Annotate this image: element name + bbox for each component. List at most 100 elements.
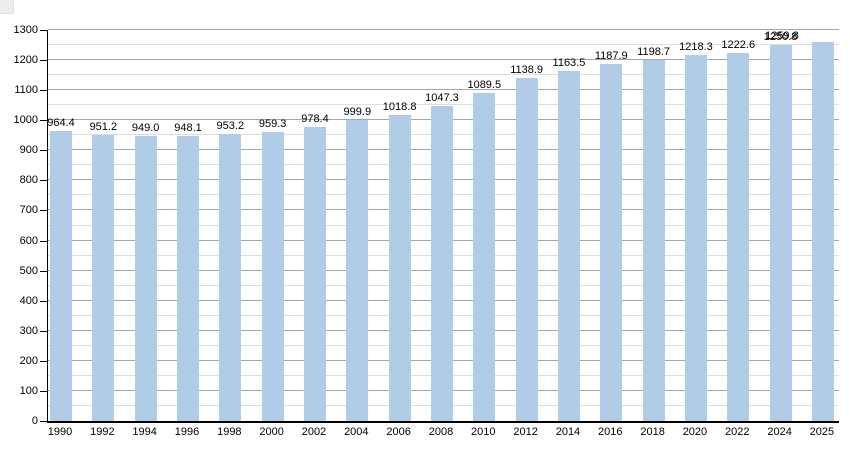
bar-value-label: 1187.9 [594, 49, 628, 62]
bar-2025: 1259.8 [765, 30, 834, 421]
x-tick-cell: 2020 [682, 426, 708, 442]
y-axis-tick-labels: 0 100 200 300 400 500 600 700 800 900 1000 1100 1200… [0, 0, 41, 450]
x-tick-cell: 2018 [640, 426, 665, 442]
screen-corner-artifact [0, 0, 14, 14]
minor-gridline [48, 104, 839, 106]
bar-2012: 1138.9 [510, 64, 543, 421]
y-tick-label: 1000 [13, 114, 38, 127]
x-tick-cell: 1994 [132, 426, 157, 442]
bar-1990: 964.4 [47, 117, 75, 421]
x-tick-label: 2014 [555, 426, 581, 438]
y-tick-label: 200 [19, 354, 38, 367]
bar-2002: 978.4 [301, 113, 329, 421]
bar-value-label: 959.3 [258, 118, 287, 131]
bar-1998: 953.2 [217, 120, 244, 421]
y-tick-label: 400 [19, 294, 38, 307]
x-tick-label: 2024 [767, 426, 792, 438]
bars-layer: 964.4 951.2 949.0 948.1 953.2 959.3 978.4 999.9… [47, 30, 839, 421]
x-tick-label: 2020 [682, 426, 708, 438]
bar-2024: 1250.8 [764, 31, 797, 421]
y-tick-label: 100 [19, 384, 38, 397]
bar-value-label: 1218.3 [679, 40, 713, 53]
x-tick-cell: 2008 [428, 426, 454, 442]
y-tick-mark [40, 240, 47, 242]
x-tick-label: 2004 [344, 426, 369, 438]
x-tick-label: 2008 [428, 426, 454, 438]
y-tick-mark [40, 120, 47, 122]
x-tick-cell: 1996 [175, 426, 199, 442]
bar-value-label: 964.4 [47, 116, 75, 129]
major-gridline [48, 59, 839, 61]
y-tick-label: 300 [19, 324, 38, 337]
x-tick-cell: 2010 [471, 426, 496, 442]
x-tick-cell: 2014 [555, 426, 581, 442]
x-tick-cell: 2022 [725, 426, 750, 442]
x-tick-label: 2016 [598, 426, 623, 438]
y-tick-label: 700 [19, 204, 38, 217]
y-tick-mark [40, 30, 47, 31]
major-gridline [48, 29, 839, 30]
y-tick-label: 1200 [13, 54, 38, 67]
bar-2022: 1222.6 [721, 39, 755, 421]
x-tick-label: 1990 [47, 426, 73, 438]
x-tick-cell: 1990 [47, 426, 73, 442]
x-tick-label: 2025 [809, 426, 835, 438]
bar-2008: 1047.3 [425, 92, 459, 421]
x-tick-cell: 1998 [217, 426, 242, 442]
x-axis-tick-labels: 1990 1992 1994 1996 1998 2000 2002 2004 2006 2008… [47, 426, 838, 442]
bar-2018: 1198.7 [637, 46, 670, 421]
bar-2020: 1218.3 [679, 41, 713, 421]
y-tick-label: 900 [19, 144, 38, 157]
x-tick-cell: 2025 [809, 426, 835, 442]
bar-2016: 1187.9 [595, 50, 628, 421]
bar-value-label: 999.9 [343, 106, 372, 119]
x-tick-label: 2010 [471, 426, 496, 438]
bar-value-label: 1089.5 [467, 79, 502, 92]
y-tick-label: 1300 [13, 24, 38, 36]
y-tick-mark [40, 360, 47, 362]
y-tick-mark [40, 60, 47, 62]
bar-value-label: 1047.3 [425, 92, 459, 105]
x-tick-cell: 2000 [259, 426, 284, 442]
x-tick-cell: 2024 [767, 426, 792, 442]
y-tick-mark [40, 150, 47, 152]
x-tick-cell: 2002 [301, 426, 327, 442]
bar-value-label: 1222.6 [721, 39, 756, 52]
x-tick-label: 2002 [301, 426, 327, 438]
y-tick-mark [40, 270, 47, 272]
y-tick-mark [40, 300, 47, 302]
x-tick-label: 1998 [217, 426, 242, 438]
y-tick-label: 0 [31, 415, 38, 427]
x-tick-label: 1992 [90, 426, 115, 438]
x-tick-label: 2012 [513, 426, 538, 438]
y-tick-label: 500 [19, 264, 38, 277]
bar-value-label: 953.2 [216, 120, 245, 133]
x-tick-label: 2006 [386, 426, 411, 438]
x-tick-label: 2000 [259, 426, 284, 438]
x-tick-label: 2022 [725, 426, 750, 438]
x-tick-cell: 2006 [386, 426, 411, 442]
bar-2006: 1018.8 [383, 101, 416, 421]
major-gridline [48, 89, 839, 91]
bar-value-label: 949.0 [131, 121, 160, 134]
y-tick-label: 1100 [14, 84, 38, 97]
x-tick-label: 2018 [640, 426, 665, 438]
plot-area: 964.4 951.2 949.0 948.1 953.2 959.3 978.4 999.9… [47, 29, 839, 423]
y-tick-mark [40, 180, 47, 182]
bar-2010: 1089.5 [467, 79, 501, 421]
x-tick-label: 1994 [132, 426, 157, 438]
bar-1992: 951.2 [90, 121, 117, 421]
bar-value-label: 951.2 [89, 120, 118, 133]
y-tick-mark [40, 390, 47, 392]
y-tick-mark [40, 330, 47, 332]
x-tick-cell: 2016 [598, 426, 623, 442]
y-tick-mark [40, 210, 47, 212]
x-tick-cell: 1992 [90, 426, 115, 442]
y-tick-mark [40, 421, 47, 422]
y-tick-label: 600 [19, 234, 38, 247]
x-tick-cell: 2004 [344, 426, 369, 442]
y-tick-label: 800 [19, 174, 38, 187]
bar-2014: 1163.5 [553, 57, 585, 421]
bar-value-label: 1018.8 [382, 100, 417, 113]
